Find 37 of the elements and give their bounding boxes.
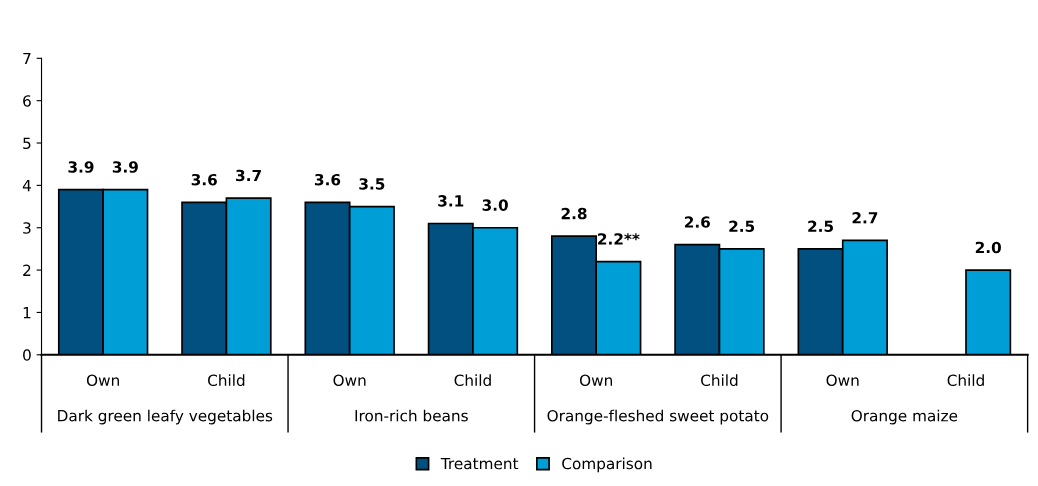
data-label: 3.1 — [438, 195, 464, 207]
data-label: 3.6 — [314, 173, 341, 186]
data-label: 3.5 — [359, 178, 385, 190]
x-tick-label: Own — [333, 374, 366, 387]
data-label: 3.0 — [482, 199, 508, 211]
x-tick-label: Own — [826, 374, 859, 387]
legend-label: Comparison — [562, 457, 652, 473]
y-tick-label: 7 — [23, 52, 31, 65]
data-label: 2.0 — [975, 241, 1001, 254]
data-label: 3.6 — [191, 173, 217, 186]
text: Dark green leafy vegetables — [58, 409, 273, 425]
data-label: 2.8 — [561, 207, 587, 220]
data-label: 2.5 — [808, 220, 833, 233]
data-label: 2.5 — [729, 220, 755, 233]
x-tick-label: Own — [579, 374, 613, 387]
text: Orange-fleshed sweet potato — [547, 409, 769, 425]
legend-label: Treatment — [440, 457, 519, 470]
x-tick-label: Child — [454, 374, 491, 387]
text: Orange maize — [851, 409, 958, 425]
x-tick-label: Child — [947, 374, 984, 387]
data-label: 3.7 — [236, 169, 261, 182]
y-tick-label: 3 — [23, 222, 31, 234]
x-tick-label: Child — [208, 374, 245, 387]
y-tick-label: 4 — [22, 180, 31, 192]
y-tick-label: 1 — [23, 307, 31, 319]
data-label: 2.2** — [598, 233, 640, 245]
data-label: 3.9 — [68, 161, 94, 173]
data-label: 2.7 — [852, 212, 878, 224]
y-tick-label: 6 — [23, 95, 31, 107]
x-tick-label: Own — [86, 374, 119, 387]
data-label: 2.6 — [684, 216, 710, 228]
y-tick-label: 0 — [23, 349, 31, 361]
data-label: 3.9 — [112, 161, 138, 173]
y-tick-label: 2 — [23, 264, 31, 276]
text: Iron-rich beans — [355, 409, 468, 422]
y-tick-label: 5 — [23, 137, 31, 150]
x-tick-label: Child — [701, 374, 738, 387]
